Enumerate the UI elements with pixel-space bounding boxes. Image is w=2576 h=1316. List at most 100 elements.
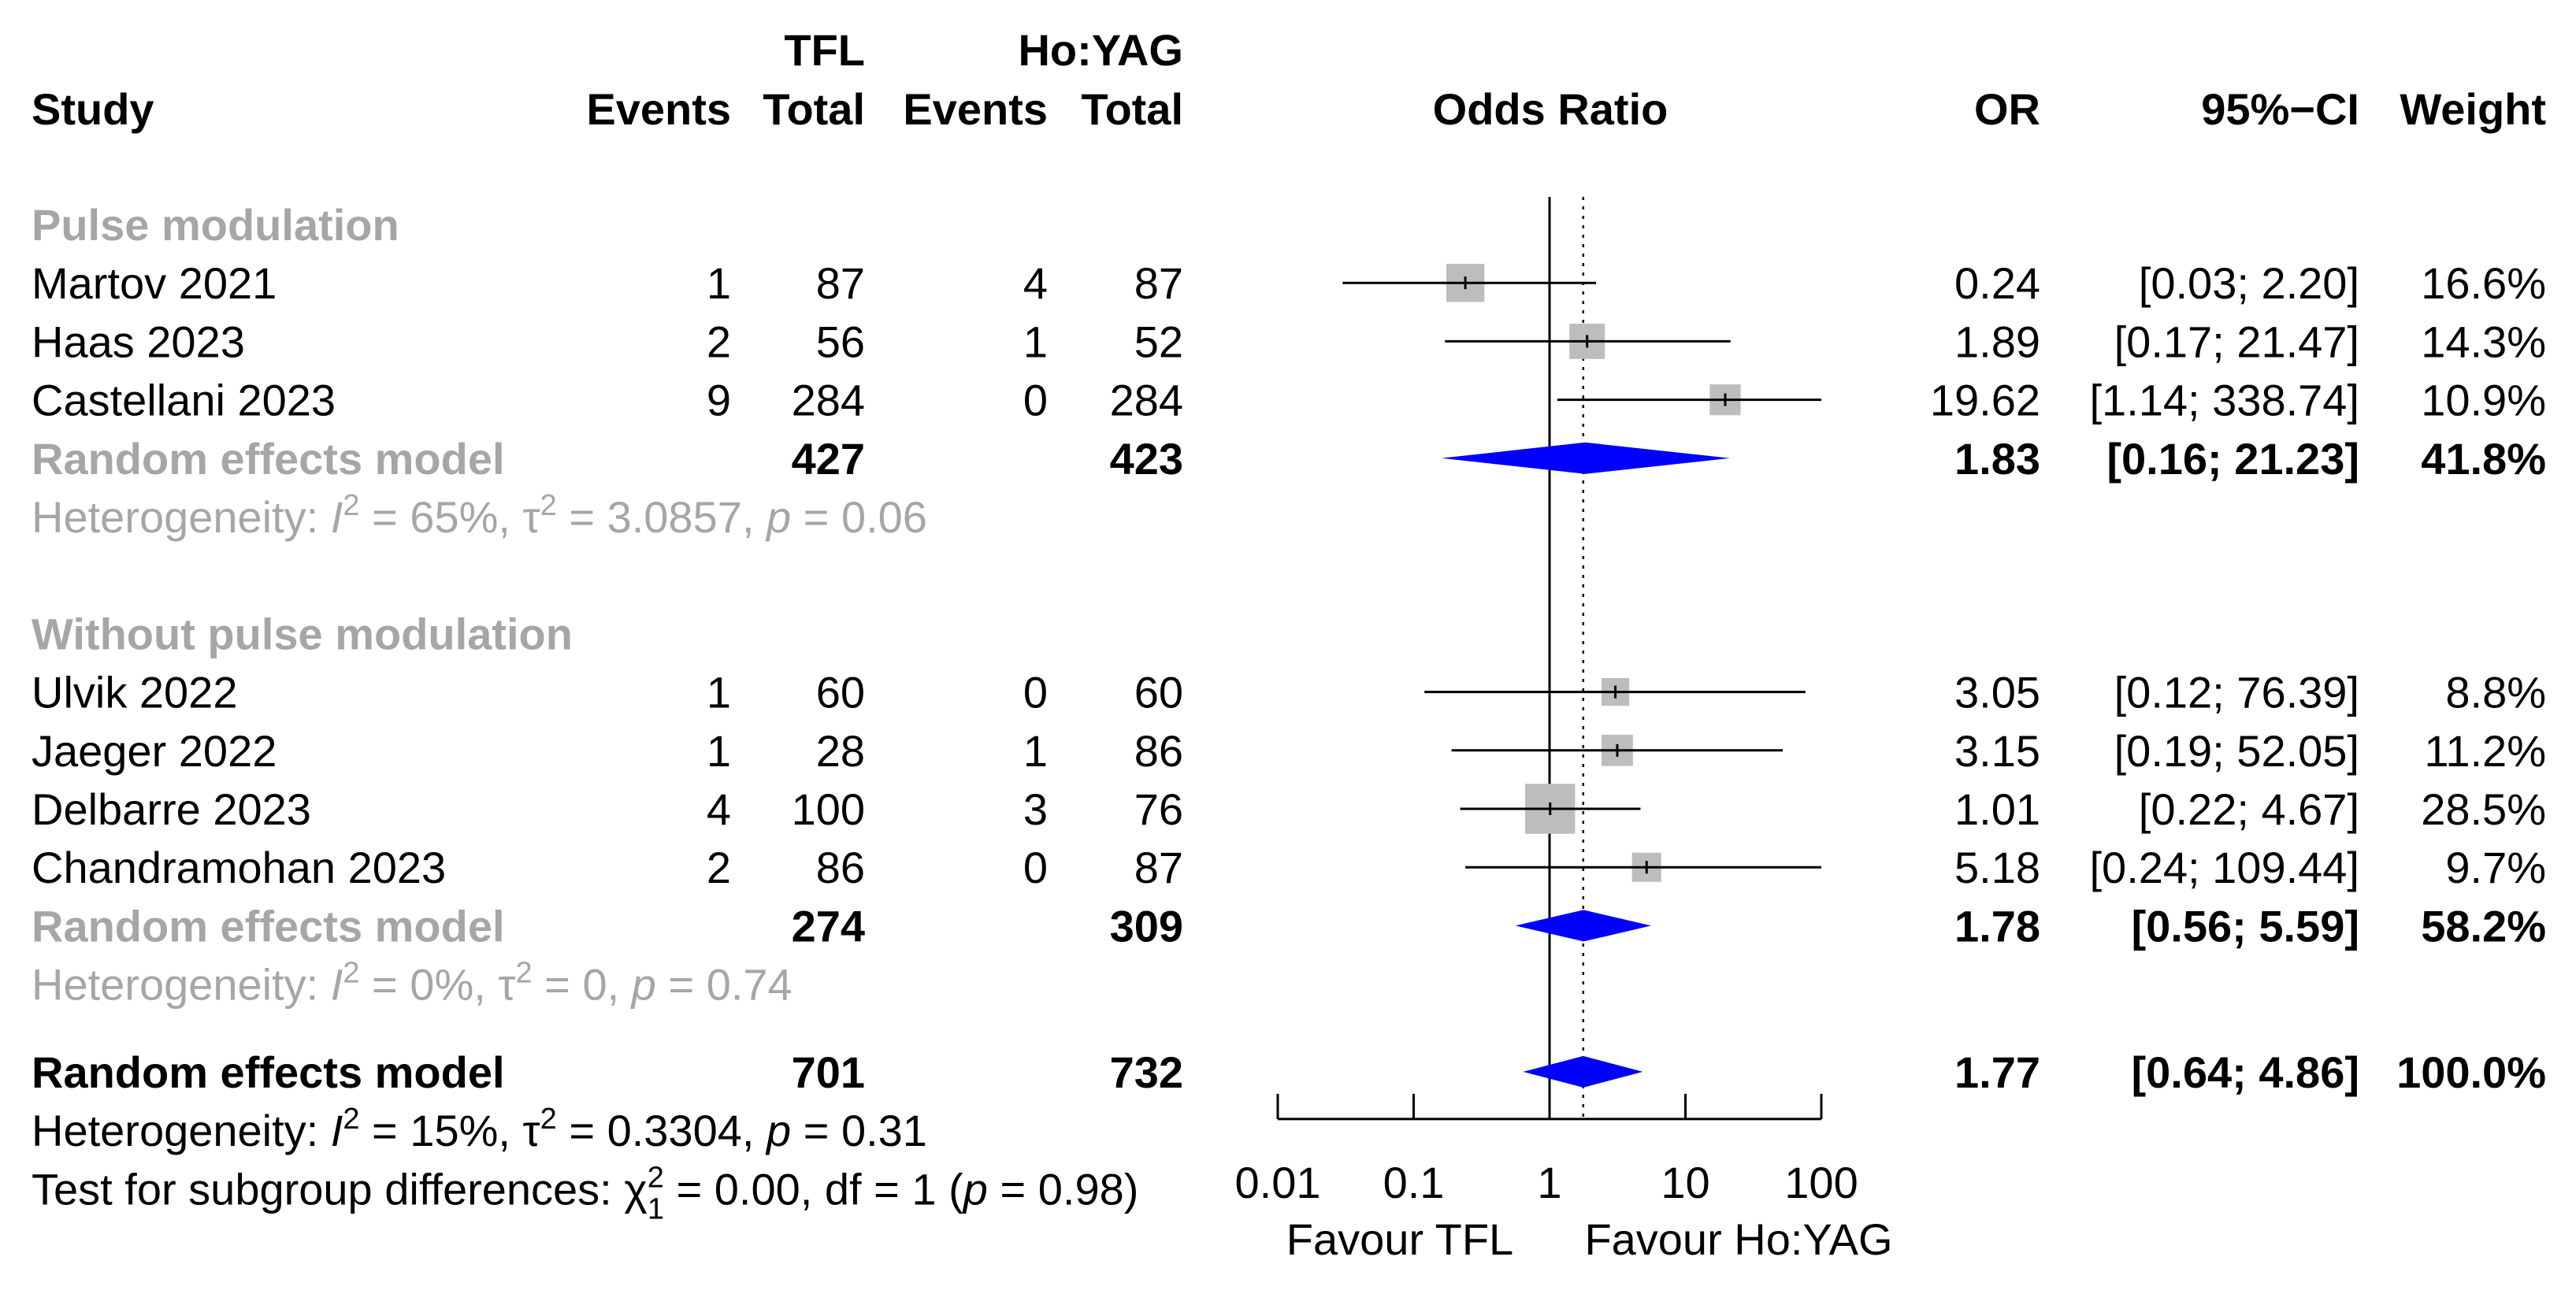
total-tfl: 60 <box>816 668 865 717</box>
weight-value: 11.2% <box>2424 726 2546 776</box>
effect-column-header: Odds Ratio <box>1433 84 1668 134</box>
total-tfl: 100 <box>792 784 865 834</box>
subgroup-pooled-row: Random effects model 274 309 1.78 [0.56; 5.5… <box>32 901 2546 951</box>
pooled-diamond <box>1441 442 1730 474</box>
study-name: Haas 2023 <box>32 317 245 366</box>
total-tfl: 87 <box>816 258 865 308</box>
group2-header: Ho:YAG <box>1018 25 1183 75</box>
or-value: 3.05 <box>1954 668 2040 717</box>
x-axis: 0.01 0.1 1 10 100 Favour TFL Favour Ho:YAG <box>1235 1093 1893 1264</box>
pooled-total-tfl: 274 <box>792 901 865 951</box>
events-tfl: 1 <box>707 258 731 308</box>
events2-column-header: Events <box>903 84 1048 134</box>
study-row: Jaeger 2022 1 28 1 86 3.15 [0.19; 52.05] 11.2% <box>32 726 2546 776</box>
pooled-weight: 41.8% <box>2421 434 2546 484</box>
pooled-label: Random effects model <box>32 434 505 484</box>
weight-column-header: Weight <box>2400 84 2546 134</box>
x-tick-label: 0.01 <box>1235 1158 1321 1207</box>
weight-value: 8.8% <box>2445 668 2546 717</box>
weight-value: 28.5% <box>2421 784 2546 834</box>
study-name: Martov 2021 <box>32 258 277 308</box>
total-hoyag: 76 <box>1134 784 1183 834</box>
x-label-left: Favour TFL <box>1286 1214 1513 1264</box>
pooled-label: Random effects model <box>32 901 505 951</box>
study-row: Castellani 2023 9 284 0 284 19.62 [1.14; 338.7… <box>32 376 2546 425</box>
pooled-weight: 100.0% <box>2396 1047 2546 1097</box>
ci-value: [0.22; 4.67] <box>2139 784 2359 834</box>
x-tick-label: 10 <box>1661 1158 1709 1207</box>
overall-heterogeneity: Heterogeneity: I2 = 15%, τ2 = 0.3304, p … <box>32 1103 927 1155</box>
total-hoyag: 87 <box>1134 258 1183 308</box>
events-hoyag: 0 <box>1023 843 1048 892</box>
study-name: Delbarre 2023 <box>32 784 311 834</box>
study-row: Martov 2021 1 87 4 87 0.24 [0.03; 2.20] 16.6% <box>32 258 2546 308</box>
subgroup-heterogeneity: Heterogeneity: I2 = 0%, τ2 = 0, p = 0.74 <box>32 957 792 1010</box>
events1-column-header: Events <box>586 84 731 134</box>
ci-value: [0.17; 21.47] <box>2114 317 2359 366</box>
pooled-ci: [0.64; 4.86] <box>2132 1047 2360 1097</box>
total2-column-header: Total <box>1081 84 1183 134</box>
total-hoyag: 87 <box>1134 843 1183 892</box>
events-tfl: 1 <box>707 726 731 776</box>
study-name: Chandramohan 2023 <box>32 843 446 892</box>
study-row: Delbarre 2023 4 100 3 76 1.01 [0.22; 4.67] 28.5… <box>32 784 2546 834</box>
study-row: Haas 2023 2 56 1 52 1.89 [0.17; 21.47] 14.3% <box>32 317 2546 366</box>
total-hoyag: 60 <box>1134 668 1183 717</box>
or-value: 3.15 <box>1954 726 2040 776</box>
events-hoyag: 1 <box>1023 317 1048 366</box>
total-tfl: 284 <box>792 376 865 425</box>
pooled-diamond <box>1523 1055 1643 1088</box>
events-hoyag: 0 <box>1023 376 1048 425</box>
or-value: 1.89 <box>1954 317 2040 366</box>
pooled-ci: [0.16; 21.23] <box>2106 434 2359 484</box>
ci-value: [0.24; 109.44] <box>2089 843 2359 892</box>
x-tick-label: 0.1 <box>1383 1158 1445 1207</box>
subgroup-pooled-row: Random effects model 427 423 1.83 [0.16; 21.… <box>32 434 2546 484</box>
pooled-diamond <box>1515 910 1651 942</box>
table-rows: Pulse modulation Martov 2021 1 87 4 87 0.24 [0.… <box>32 200 2546 1225</box>
events-tfl: 4 <box>707 784 731 834</box>
events-tfl: 2 <box>707 843 731 892</box>
group1-header: TFL <box>784 25 865 75</box>
subgroup-title: Pulse modulation <box>32 200 399 250</box>
pooled-total-tfl: 701 <box>792 1047 865 1097</box>
ci-value: [0.19; 52.05] <box>2114 726 2359 776</box>
weight-value: 16.6% <box>2421 258 2546 308</box>
x-label-right: Favour Ho:YAG <box>1584 1214 1892 1264</box>
x-tick-label: 1 <box>1537 1158 1561 1207</box>
events-hoyag: 3 <box>1023 784 1048 834</box>
or-column-header: OR <box>1974 84 2040 134</box>
total-hoyag: 86 <box>1134 726 1183 776</box>
events-tfl: 2 <box>707 317 731 366</box>
ci-value: [0.12; 76.39] <box>2114 668 2359 717</box>
total-tfl: 56 <box>816 317 865 366</box>
study-row: Chandramohan 2023 2 86 0 87 5.18 [0.24; 109.44… <box>32 843 2546 892</box>
ci-value: [0.03; 2.20] <box>2139 258 2359 308</box>
subgroup-heterogeneity: Heterogeneity: I2 = 65%, τ2 = 3.0857, p … <box>32 489 927 542</box>
or-value: 5.18 <box>1954 843 2040 892</box>
or-value: 1.01 <box>1954 784 2040 834</box>
study-name: Ulvik 2022 <box>32 668 237 717</box>
x-tick-label: 100 <box>1784 1158 1858 1207</box>
study-name: Castellani 2023 <box>32 376 336 425</box>
pooled-total-hoyag: 423 <box>1110 434 1183 484</box>
ci-value: [1.14; 338.74] <box>2089 376 2359 425</box>
weight-value: 10.9% <box>2421 376 2546 425</box>
pooled-or: 1.77 <box>1954 1047 2040 1097</box>
events-hoyag: 4 <box>1023 258 1048 308</box>
pooled-weight: 58.2% <box>2421 901 2546 951</box>
pooled-total-hoyag: 309 <box>1110 901 1183 951</box>
ci-column-header: 95%−CI <box>2201 84 2359 134</box>
total-tfl: 28 <box>816 726 865 776</box>
pooled-or: 1.78 <box>1954 901 2040 951</box>
overall-pooled-row: Random effects model 701 732 1.77 [0.64; 4.8… <box>32 1047 2546 1097</box>
pooled-ci: [0.56; 5.59] <box>2132 901 2360 951</box>
total1-column-header: Total <box>763 84 865 134</box>
study-name: Jaeger 2022 <box>32 726 277 776</box>
events-hoyag: 0 <box>1023 668 1048 717</box>
total-hoyag: 52 <box>1134 317 1183 366</box>
total-hoyag: 284 <box>1110 376 1183 425</box>
events-tfl: 1 <box>707 668 731 717</box>
subgroup-test: Test for subgroup differences: χ2 1 = 0.0… <box>32 1161 1138 1225</box>
